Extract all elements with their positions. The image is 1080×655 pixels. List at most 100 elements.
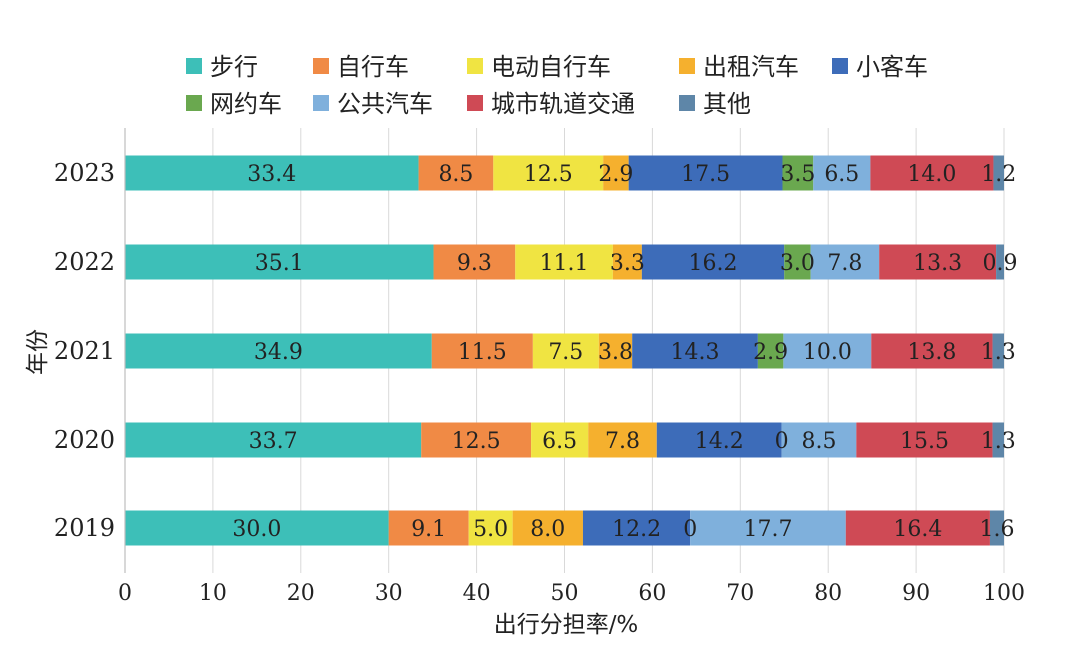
data-label: 12.5 <box>524 162 573 187</box>
data-label: 9.1 <box>411 517 446 542</box>
bar-segment <box>879 244 997 280</box>
bar-segment <box>813 155 871 191</box>
bar-segment <box>433 244 516 280</box>
data-label: 34.9 <box>254 340 303 365</box>
data-label: 14.0 <box>907 162 956 187</box>
x-tick-label: 80 <box>814 581 842 606</box>
legend-label: 出租汽车 <box>703 53 799 81</box>
bar-segment <box>598 333 633 369</box>
x-tick-label: 60 <box>638 581 666 606</box>
legend-label: 公共汽车 <box>337 90 433 118</box>
data-label: 13.8 <box>907 340 956 365</box>
data-label: 2.9 <box>598 162 633 187</box>
data-label: 6.5 <box>824 162 859 187</box>
bar-segment <box>810 244 880 280</box>
bar-segment <box>641 244 785 280</box>
data-label: 0 <box>683 517 697 542</box>
data-label: 1.3 <box>981 340 1016 365</box>
bar-segment <box>421 422 532 458</box>
data-label: 7.8 <box>605 429 640 454</box>
data-label: 8.0 <box>530 517 565 542</box>
bar-segment <box>628 155 783 191</box>
x-tick-label: 50 <box>551 581 579 606</box>
data-label: 2.9 <box>753 340 788 365</box>
data-label: 17.5 <box>681 162 730 187</box>
bar-segment <box>431 333 533 369</box>
data-label: 3.3 <box>610 251 645 276</box>
bar-segment <box>996 244 1004 280</box>
bar-segment <box>125 422 422 458</box>
data-label: 11.1 <box>540 251 589 276</box>
y-axis-title: 年份 <box>25 329 51 375</box>
legend-swatch <box>467 95 483 111</box>
bars-layer: 33.4 8.5 12.5 2.9 17.5 3.5 6.5 14.0 1.2 35.1 9.3 11… <box>125 155 1018 546</box>
data-label: 8.5 <box>801 429 836 454</box>
bar-segment <box>125 510 389 546</box>
data-label: 33.7 <box>249 429 298 454</box>
bar-segment <box>870 155 994 191</box>
legend-swatch <box>832 58 848 74</box>
data-label: 16.2 <box>689 251 738 276</box>
legend-swatch <box>679 58 695 74</box>
legend-label: 网约车 <box>210 90 282 118</box>
bar-segment <box>582 510 691 546</box>
data-label: 0 <box>775 429 789 454</box>
bar-segment <box>992 333 1004 369</box>
x-tick-label: 90 <box>902 581 930 606</box>
bar-segment <box>125 333 432 369</box>
x-tick-label: 20 <box>287 581 315 606</box>
bar-segment <box>468 510 513 546</box>
bar-segment <box>992 422 1004 458</box>
data-label: 3.0 <box>780 251 815 276</box>
bar-segment <box>845 510 990 546</box>
y-tick-label: 2022 <box>54 248 115 276</box>
data-label: 14.3 <box>671 340 720 365</box>
legend-label: 城市轨道交通 <box>491 90 635 118</box>
data-label: 9.3 <box>457 251 492 276</box>
legend-swatch <box>313 95 329 111</box>
data-label: 1.6 <box>979 517 1014 542</box>
bar-segment <box>781 422 857 458</box>
y-tick-label: 2020 <box>54 426 115 454</box>
legend-label: 自行车 <box>337 53 409 81</box>
x-axis-title: 出行分担率/% <box>494 612 639 638</box>
data-label: 17.7 <box>743 517 792 542</box>
data-label: 15.5 <box>900 429 949 454</box>
data-label: 1.3 <box>981 429 1016 454</box>
x-tick-label: 40 <box>463 581 491 606</box>
legend-label: 其他 <box>703 90 751 118</box>
data-label: 30.0 <box>232 517 281 542</box>
data-label: 8.5 <box>438 162 473 187</box>
legend-label: 电动自行车 <box>491 53 611 81</box>
y-axis: 2023 2022 2021 2020 2019 <box>54 159 115 542</box>
y-tick-label: 2019 <box>54 514 115 542</box>
data-label: 6.5 <box>542 429 577 454</box>
bar-segment <box>125 155 419 191</box>
legend-swatch <box>313 58 329 74</box>
bar-segment <box>783 333 872 369</box>
data-label: 12.5 <box>452 429 501 454</box>
x-tick-label: 70 <box>726 581 754 606</box>
bar-segment <box>690 510 846 546</box>
bar-segment <box>493 155 604 191</box>
data-label: 35.1 <box>255 251 304 276</box>
data-label: 7.5 <box>548 340 583 365</box>
data-label: 7.8 <box>827 251 862 276</box>
bar-segment <box>989 510 1004 546</box>
data-label: 12.2 <box>612 517 661 542</box>
data-label: 11.5 <box>458 340 507 365</box>
bar-segment <box>612 244 642 280</box>
data-label: 10.0 <box>803 340 852 365</box>
bar-segment <box>603 155 629 191</box>
bar-segment <box>388 510 469 546</box>
x-axis: 0 10 20 30 40 50 60 70 80 90 100 <box>118 128 1025 606</box>
legend-swatch <box>186 58 202 74</box>
bar-segment <box>782 155 814 191</box>
data-label: 3.5 <box>780 162 815 187</box>
bar-segment <box>531 422 589 458</box>
legend-swatch <box>186 95 202 111</box>
bar-segment <box>871 333 993 369</box>
